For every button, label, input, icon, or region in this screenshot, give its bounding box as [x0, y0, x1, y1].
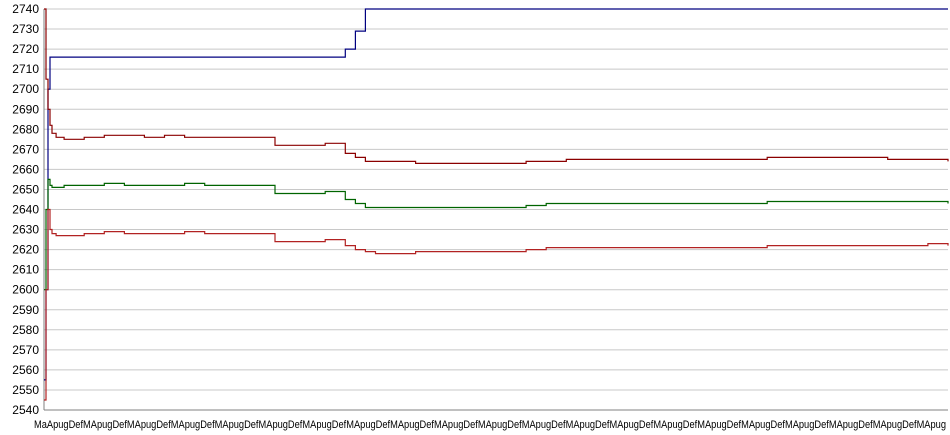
y-tick-labels: 2540 2550 2560 2570 2580 2590 2600 2610 2620 2630… [12, 2, 39, 417]
y-tick-label: 2570 [12, 343, 39, 357]
series-line-4 [44, 208, 949, 401]
x-tick-labels: MaApugDefMApugDefMApugDefMApugDefMApugDe… [34, 419, 946, 431]
y-tick-label: 2660 [12, 162, 39, 176]
y-tick-label: 2560 [12, 363, 39, 377]
y-tick-label: 2550 [12, 383, 39, 397]
y-tick-label: 2650 [12, 182, 39, 196]
gridlines [44, 8, 948, 411]
y-tick-label: 2670 [12, 142, 39, 156]
series-lines [44, 8, 949, 401]
y-tick-label: 2590 [12, 303, 39, 317]
axes [43, 9, 948, 411]
y-tick-label: 2710 [12, 62, 39, 76]
y-tick-label: 2720 [12, 42, 39, 56]
series-line-1 [44, 8, 948, 381]
y-tick-label: 2620 [12, 243, 39, 257]
y-tick-label: 2730 [12, 22, 39, 36]
y-tick-label: 2610 [12, 263, 39, 277]
y-tick-label: 2690 [12, 102, 39, 116]
y-tick-label: 2740 [12, 2, 39, 16]
y-tick-label: 2540 [12, 403, 39, 417]
series-line-2 [44, 8, 949, 164]
y-tick-label: 2600 [12, 283, 39, 297]
series-line-3 [44, 178, 949, 291]
y-tick-label: 2700 [12, 82, 39, 96]
y-tick-label: 2680 [12, 122, 39, 136]
y-tick-label: 2640 [12, 203, 39, 217]
y-tick-label: 2580 [12, 323, 39, 337]
y-tick-label: 2630 [12, 223, 39, 237]
